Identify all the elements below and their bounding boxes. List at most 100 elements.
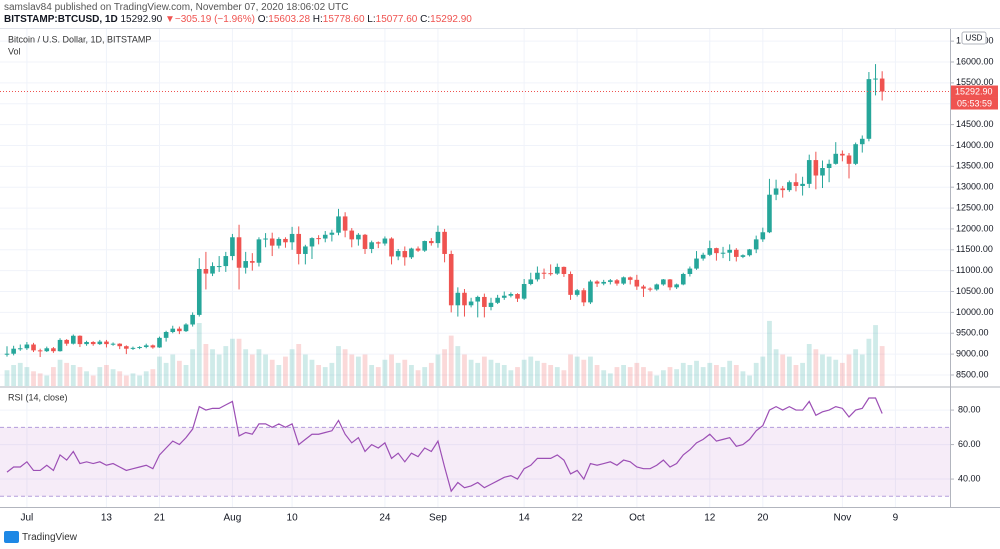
y-tick-label: 11500.00 (956, 244, 993, 254)
candle-body (601, 281, 606, 284)
candle-body (787, 182, 792, 191)
open-label: O: (257, 14, 269, 25)
volume-legend: Vol (8, 46, 21, 56)
candle-body (495, 297, 500, 303)
volume-bar (501, 365, 507, 386)
candle-body (866, 79, 872, 139)
volume-bar (767, 320, 772, 386)
volume-bar (806, 344, 812, 386)
candle-body (369, 242, 374, 249)
volume-bar (660, 370, 666, 386)
volume-bar (17, 362, 23, 386)
candle-body (37, 350, 43, 352)
volume-bar (143, 371, 149, 386)
candle-body (813, 160, 819, 176)
volume-bar (289, 349, 295, 386)
volume-bar (349, 354, 355, 386)
volume-bar (64, 362, 70, 386)
volume-bar (853, 349, 859, 386)
candle-body (402, 251, 408, 258)
candle-body (873, 78, 878, 80)
candle-body (753, 239, 759, 250)
candle-body (71, 335, 76, 344)
volume-bar (355, 356, 361, 386)
x-tick-label: 21 (154, 513, 166, 524)
x-tick-label: 14 (519, 513, 531, 524)
candle-body (203, 268, 209, 274)
volume-bar (395, 362, 401, 386)
x-tick-label: Nov (833, 513, 851, 524)
volume-bar (541, 362, 547, 386)
volume-bar (495, 362, 501, 386)
candle-body (760, 232, 766, 240)
candle-body (488, 302, 494, 307)
logo-icon (4, 531, 19, 543)
candle-body (608, 280, 613, 282)
currency-box[interactable] (961, 31, 987, 45)
y-tick-label: 13000.00 (956, 182, 994, 192)
candle-body (11, 348, 16, 354)
currency[interactable]: USD (966, 34, 983, 43)
volume-bar (680, 362, 686, 386)
candle-body (879, 78, 885, 92)
volume-bar (627, 367, 633, 386)
candle-body (77, 335, 83, 345)
volume-bar (594, 365, 600, 386)
volume-bar (793, 365, 799, 386)
volume-bar (263, 354, 268, 386)
candle-body (415, 248, 421, 251)
high-value: 15778.60 (322, 14, 365, 25)
candle-body (548, 273, 553, 275)
candle-body (31, 344, 36, 351)
volume-bar (475, 362, 481, 386)
volume-bar (833, 359, 839, 386)
volume-bar (57, 359, 63, 386)
symbol-line: BITSTAMP:BTCUSD, 1D 15292.90 ▼−305.19 (−… (4, 14, 472, 26)
volume-bar (137, 375, 142, 386)
volume-bar (839, 362, 845, 386)
volume-bar (588, 356, 593, 386)
volume-bar (382, 359, 388, 386)
volume-bar (786, 356, 792, 386)
high-label: H: (312, 14, 323, 25)
candle-body (568, 273, 573, 295)
volume-bar (249, 354, 255, 386)
candle-body (429, 241, 434, 244)
volume-bar (674, 369, 680, 386)
volume-bar (773, 349, 779, 386)
volume-bar (481, 356, 487, 386)
candle-body (263, 238, 268, 240)
volume-bar (123, 375, 129, 386)
volume-bar (24, 367, 30, 386)
countdown-label: 05:53:59 (957, 98, 992, 108)
candle-body (395, 251, 401, 257)
x-tick-label: Sep (429, 513, 447, 524)
volume-bar (90, 375, 96, 386)
volume-bar (176, 360, 182, 386)
candle-body (806, 160, 812, 184)
volume-bar (369, 365, 375, 386)
candle-body (846, 155, 852, 164)
volume-bar (329, 362, 335, 386)
candle-body (17, 348, 23, 350)
volume-bar (468, 359, 474, 386)
candle-body (104, 341, 109, 345)
volume-bar (694, 360, 699, 386)
volume-bar (442, 349, 447, 386)
candle-body (329, 232, 335, 235)
candle-body (230, 237, 235, 257)
candle-body (97, 341, 103, 345)
candle-body (296, 233, 302, 254)
x-tick-label: 24 (379, 513, 391, 524)
volume-bar (276, 365, 282, 386)
volume-bar (256, 349, 262, 386)
candle-body (714, 248, 719, 254)
candle-body (475, 296, 481, 302)
volume-bar (581, 359, 587, 386)
volume-bar (236, 338, 242, 386)
volume-bar (104, 365, 109, 386)
volume-bar (780, 354, 786, 386)
y-tick-label: 40.00 (958, 473, 981, 483)
candle-body (183, 324, 189, 332)
close-value: 15292.90 (430, 14, 472, 25)
